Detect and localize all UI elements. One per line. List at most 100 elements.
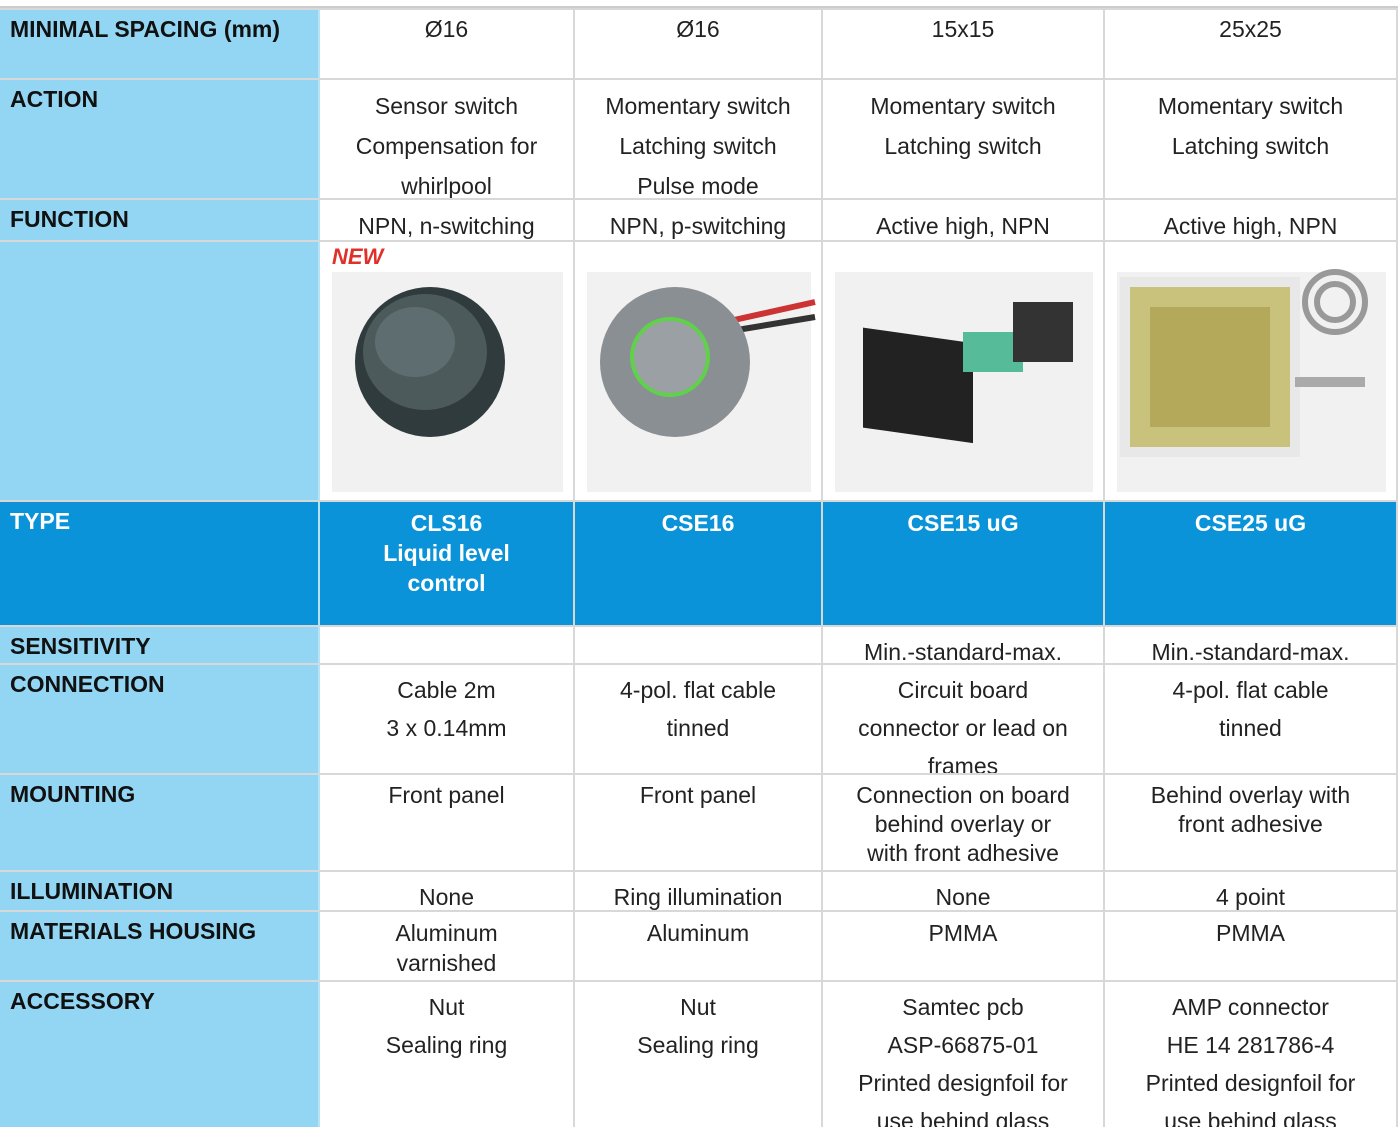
cell-line: Latching switch xyxy=(619,133,777,159)
cell-line: Samtec pcb xyxy=(902,994,1024,1020)
value-cell: Aluminum xyxy=(575,910,823,980)
cell-line: 25x25 xyxy=(1219,16,1282,42)
cell-line: connector or lead on xyxy=(858,715,1068,741)
row-label: CONNECTION xyxy=(0,663,320,773)
cell-line: Sensor switch xyxy=(374,93,519,119)
value-cell: Ring illumination xyxy=(575,870,823,910)
cell-line: whirlpool xyxy=(401,173,492,198)
new-badge: NEW xyxy=(332,244,384,269)
value-cell: Aluminum varnished xyxy=(320,910,575,980)
image-cell xyxy=(1105,240,1398,500)
cell-line: Momentary switch xyxy=(1157,93,1344,119)
value-cell: CSE25 uG xyxy=(1105,500,1398,625)
value-cell: Min.-standard-max. xyxy=(823,625,1105,663)
value-cell: NPN, p-switching xyxy=(575,198,823,240)
cell-line: Min.-standard-max. xyxy=(1151,639,1350,663)
cell-line: 4-pol. flat cable xyxy=(620,677,776,703)
row-label: ACCESSORY xyxy=(0,980,320,1127)
value-cell: Momentary switch Latching switch Pulse mod… xyxy=(575,78,823,198)
value-cell xyxy=(320,625,575,663)
value-cell: Ø16 xyxy=(320,8,575,78)
row-label: FUNCTION xyxy=(0,198,320,240)
cell-line: 3 x 0.14mm xyxy=(386,715,507,741)
cell-line: Compensation for xyxy=(355,133,538,159)
cell-line: Latching switch xyxy=(884,133,1042,159)
value-cell: PMMA xyxy=(823,910,1105,980)
cell-line: Nut xyxy=(680,994,716,1020)
cell-line: with front adhesive xyxy=(867,840,1059,866)
value-cell: 4-pol. flat cable tinned xyxy=(575,663,823,773)
cell-line: AMP connector xyxy=(1172,994,1329,1020)
product-photo xyxy=(835,272,1093,492)
cell-line: Ø16 xyxy=(424,16,469,42)
cell-line: Circuit board xyxy=(897,677,1029,703)
value-cell: Momentary switch Latching switch xyxy=(1105,78,1398,198)
value-cell: AMP connector HE 14 281786-4 Printed desig… xyxy=(1105,980,1398,1127)
row-label: MINIMAL SPACING (mm) xyxy=(0,8,320,78)
cell-line: Latching switch xyxy=(1171,133,1330,159)
value-cell: Cable 2m 3 x 0.14mm xyxy=(320,663,575,773)
cell-line: Ø16 xyxy=(676,16,720,42)
cell-line: Sealing ring xyxy=(385,1032,508,1058)
row-label: ILLUMINATION xyxy=(0,870,320,910)
value-cell: Nut Sealing ring xyxy=(320,980,575,1127)
top-rule xyxy=(0,6,1398,8)
product-photo xyxy=(332,272,563,492)
cell-line: PMMA xyxy=(1216,920,1285,946)
cell-line: Sealing ring xyxy=(637,1032,759,1058)
cell-line: tinned xyxy=(666,715,730,741)
cell-line: 4 point xyxy=(1215,884,1286,910)
cell-line: None xyxy=(935,884,991,910)
value-cell: 15x15 xyxy=(823,8,1105,78)
cell-line: Behind overlay with xyxy=(1150,782,1351,808)
cell-line: Aluminum xyxy=(646,920,750,946)
cell-line: PMMA xyxy=(928,920,998,946)
row-label: ACTION xyxy=(0,78,320,198)
cell-line: front adhesive xyxy=(1178,811,1323,837)
cell-line: CSE25 uG xyxy=(1194,510,1307,536)
value-cell: None xyxy=(823,870,1105,910)
value-cell: 4-pol. flat cable tinned xyxy=(1105,663,1398,773)
cell-line: Active high, NPN xyxy=(876,213,1050,239)
value-cell: 4 point xyxy=(1105,870,1398,910)
cell-line: CSE16 xyxy=(661,510,735,536)
value-cell: 25x25 xyxy=(1105,8,1398,78)
cell-line: Momentary switch xyxy=(870,93,1056,119)
value-cell: Behind overlay with front adhesive xyxy=(1105,773,1398,870)
cell-line: frames xyxy=(927,753,999,773)
cell-line: Connection on board xyxy=(856,782,1070,808)
cell-line: use behind glass xyxy=(876,1108,1050,1127)
value-cell: CLS16 Liquid level control xyxy=(320,500,575,625)
product-photo xyxy=(587,272,816,492)
cell-line: None xyxy=(419,884,474,910)
cell-line: Printed designfoil for xyxy=(1145,1070,1356,1096)
value-cell: Active high, NPN xyxy=(823,198,1105,240)
cell-line: Cable 2m xyxy=(397,677,496,703)
value-cell: Circuit board connector or lead on frames xyxy=(823,663,1105,773)
value-cell: CSE15 uG xyxy=(823,500,1105,625)
image-cell: NEW xyxy=(320,240,575,500)
value-cell: CSE16 xyxy=(575,500,823,625)
row-label xyxy=(0,240,320,500)
value-cell: PMMA xyxy=(1105,910,1398,980)
cell-line: use behind glass xyxy=(1164,1108,1337,1127)
cell-line: Front panel xyxy=(639,782,757,808)
row-label: MATERIALS HOUSING xyxy=(0,910,320,980)
row-label: MOUNTING xyxy=(0,773,320,870)
cell-line: Nut xyxy=(428,994,465,1020)
value-cell: Samtec pcb ASP-66875-01 Printed designfoil… xyxy=(823,980,1105,1127)
image-cell xyxy=(575,240,823,500)
value-cell: None xyxy=(320,870,575,910)
value-cell: NPN, n-switching xyxy=(320,198,575,240)
cell-line: tinned xyxy=(1219,715,1282,741)
value-cell: Nut Sealing ring xyxy=(575,980,823,1127)
value-cell: Ø16 xyxy=(575,8,823,78)
cell-line: varnished xyxy=(396,950,497,976)
cell-line: CSE15 uG xyxy=(907,510,1019,536)
cell-line: behind overlay or xyxy=(874,811,1052,837)
cell-line: ASP-66875-01 xyxy=(887,1032,1039,1058)
value-cell: Connection on board behind overlay or with… xyxy=(823,773,1105,870)
cell-line: NPN, p-switching xyxy=(609,213,787,239)
cell-line: Ring illumination xyxy=(613,884,783,910)
value-cell: Sensor switch Compensation for whirlpool xyxy=(320,78,575,198)
